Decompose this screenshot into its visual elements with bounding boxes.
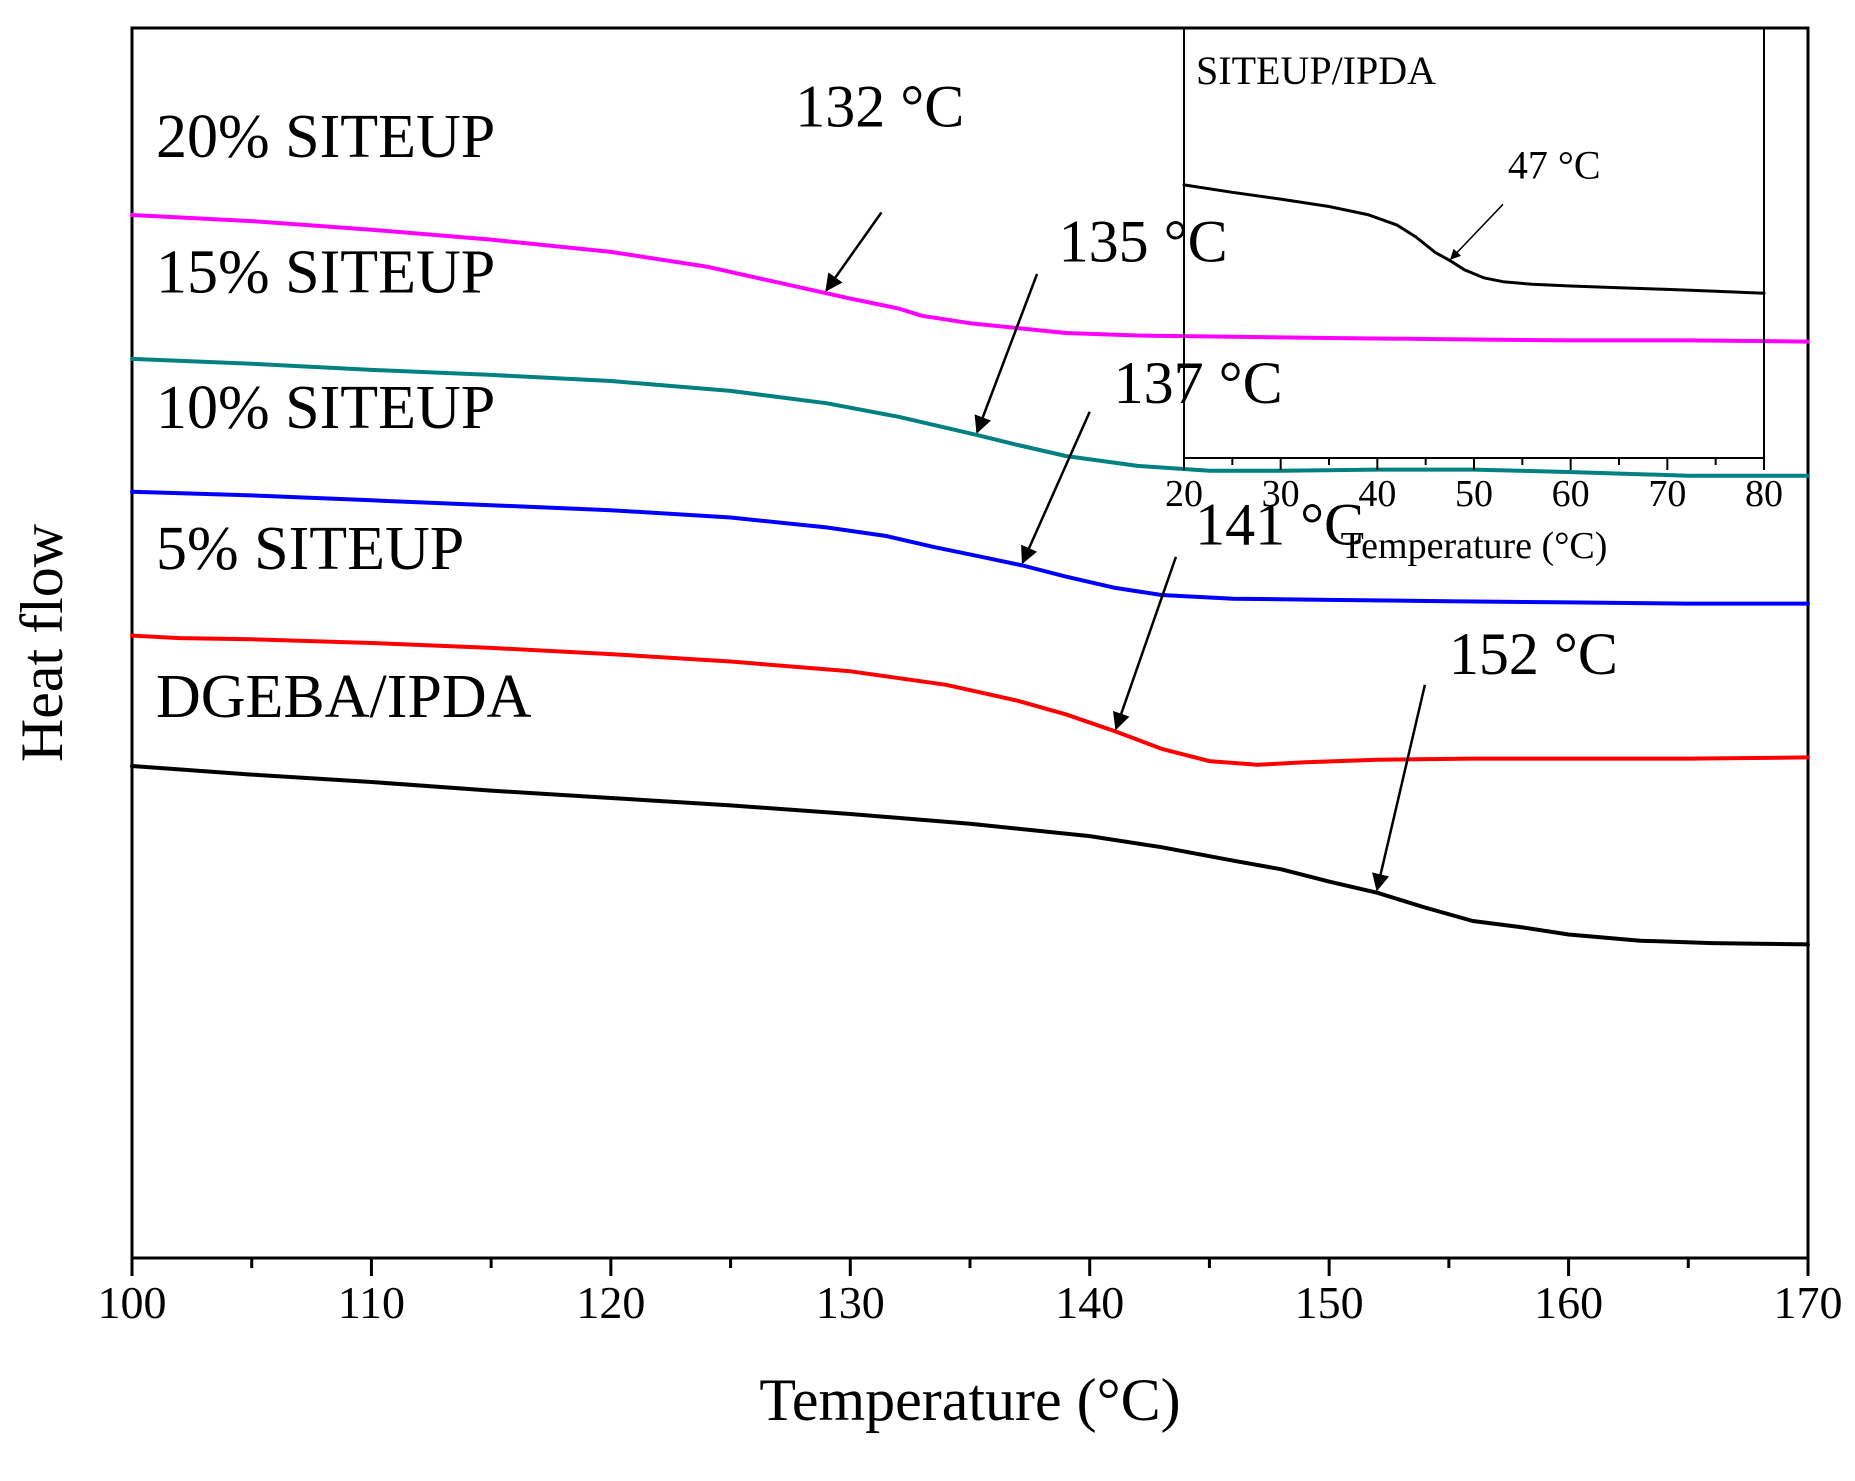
main-series-label: 20% SITEUP: [156, 103, 495, 171]
main-tg-label: 135 °C: [1059, 209, 1228, 275]
main-tg-label: 152 °C: [1449, 621, 1618, 687]
main-x-tick-label: 110: [338, 1277, 405, 1328]
main-series-label: 10% SITEUP: [156, 374, 495, 442]
main-x-tick-label: 170: [1774, 1277, 1843, 1328]
main-x-tick-label: 100: [98, 1277, 167, 1328]
inset-x-tick-label: 30: [1262, 473, 1300, 515]
inset-x-tick-label: 40: [1358, 473, 1396, 515]
main-x-axis-title: Temperature (°C): [759, 1367, 1180, 1433]
main-x-tick-label: 130: [816, 1277, 885, 1328]
main-y-axis-title: Heat flow: [9, 523, 75, 762]
main-series-label: DGEBA/IPDA: [156, 663, 532, 731]
inset-x-tick-label: 60: [1552, 473, 1590, 515]
main-x-tick-label: 160: [1534, 1277, 1603, 1328]
main-x-tick-label: 120: [576, 1277, 645, 1328]
main-tg-label: 132 °C: [795, 73, 964, 139]
inset-x-axis-title: Temperature (°C): [1341, 525, 1608, 567]
main-tg-label: 137 °C: [1114, 350, 1283, 416]
main-series-label: 15% SITEUP: [156, 238, 495, 306]
main-x-tick-label: 150: [1295, 1277, 1364, 1328]
inset-x-tick-label: 70: [1648, 473, 1686, 515]
main-series-label: 5% SITEUP: [156, 515, 464, 583]
inset-title: SITEUP/IPDA: [1196, 48, 1436, 93]
inset-x-tick-label: 80: [1745, 473, 1783, 515]
inset-x-tick-label: 50: [1455, 473, 1493, 515]
inset-x-tick-label: 20: [1165, 473, 1203, 515]
main-x-tick-label: 140: [1055, 1277, 1124, 1328]
inset-tg-label: 47 °C: [1508, 143, 1601, 188]
